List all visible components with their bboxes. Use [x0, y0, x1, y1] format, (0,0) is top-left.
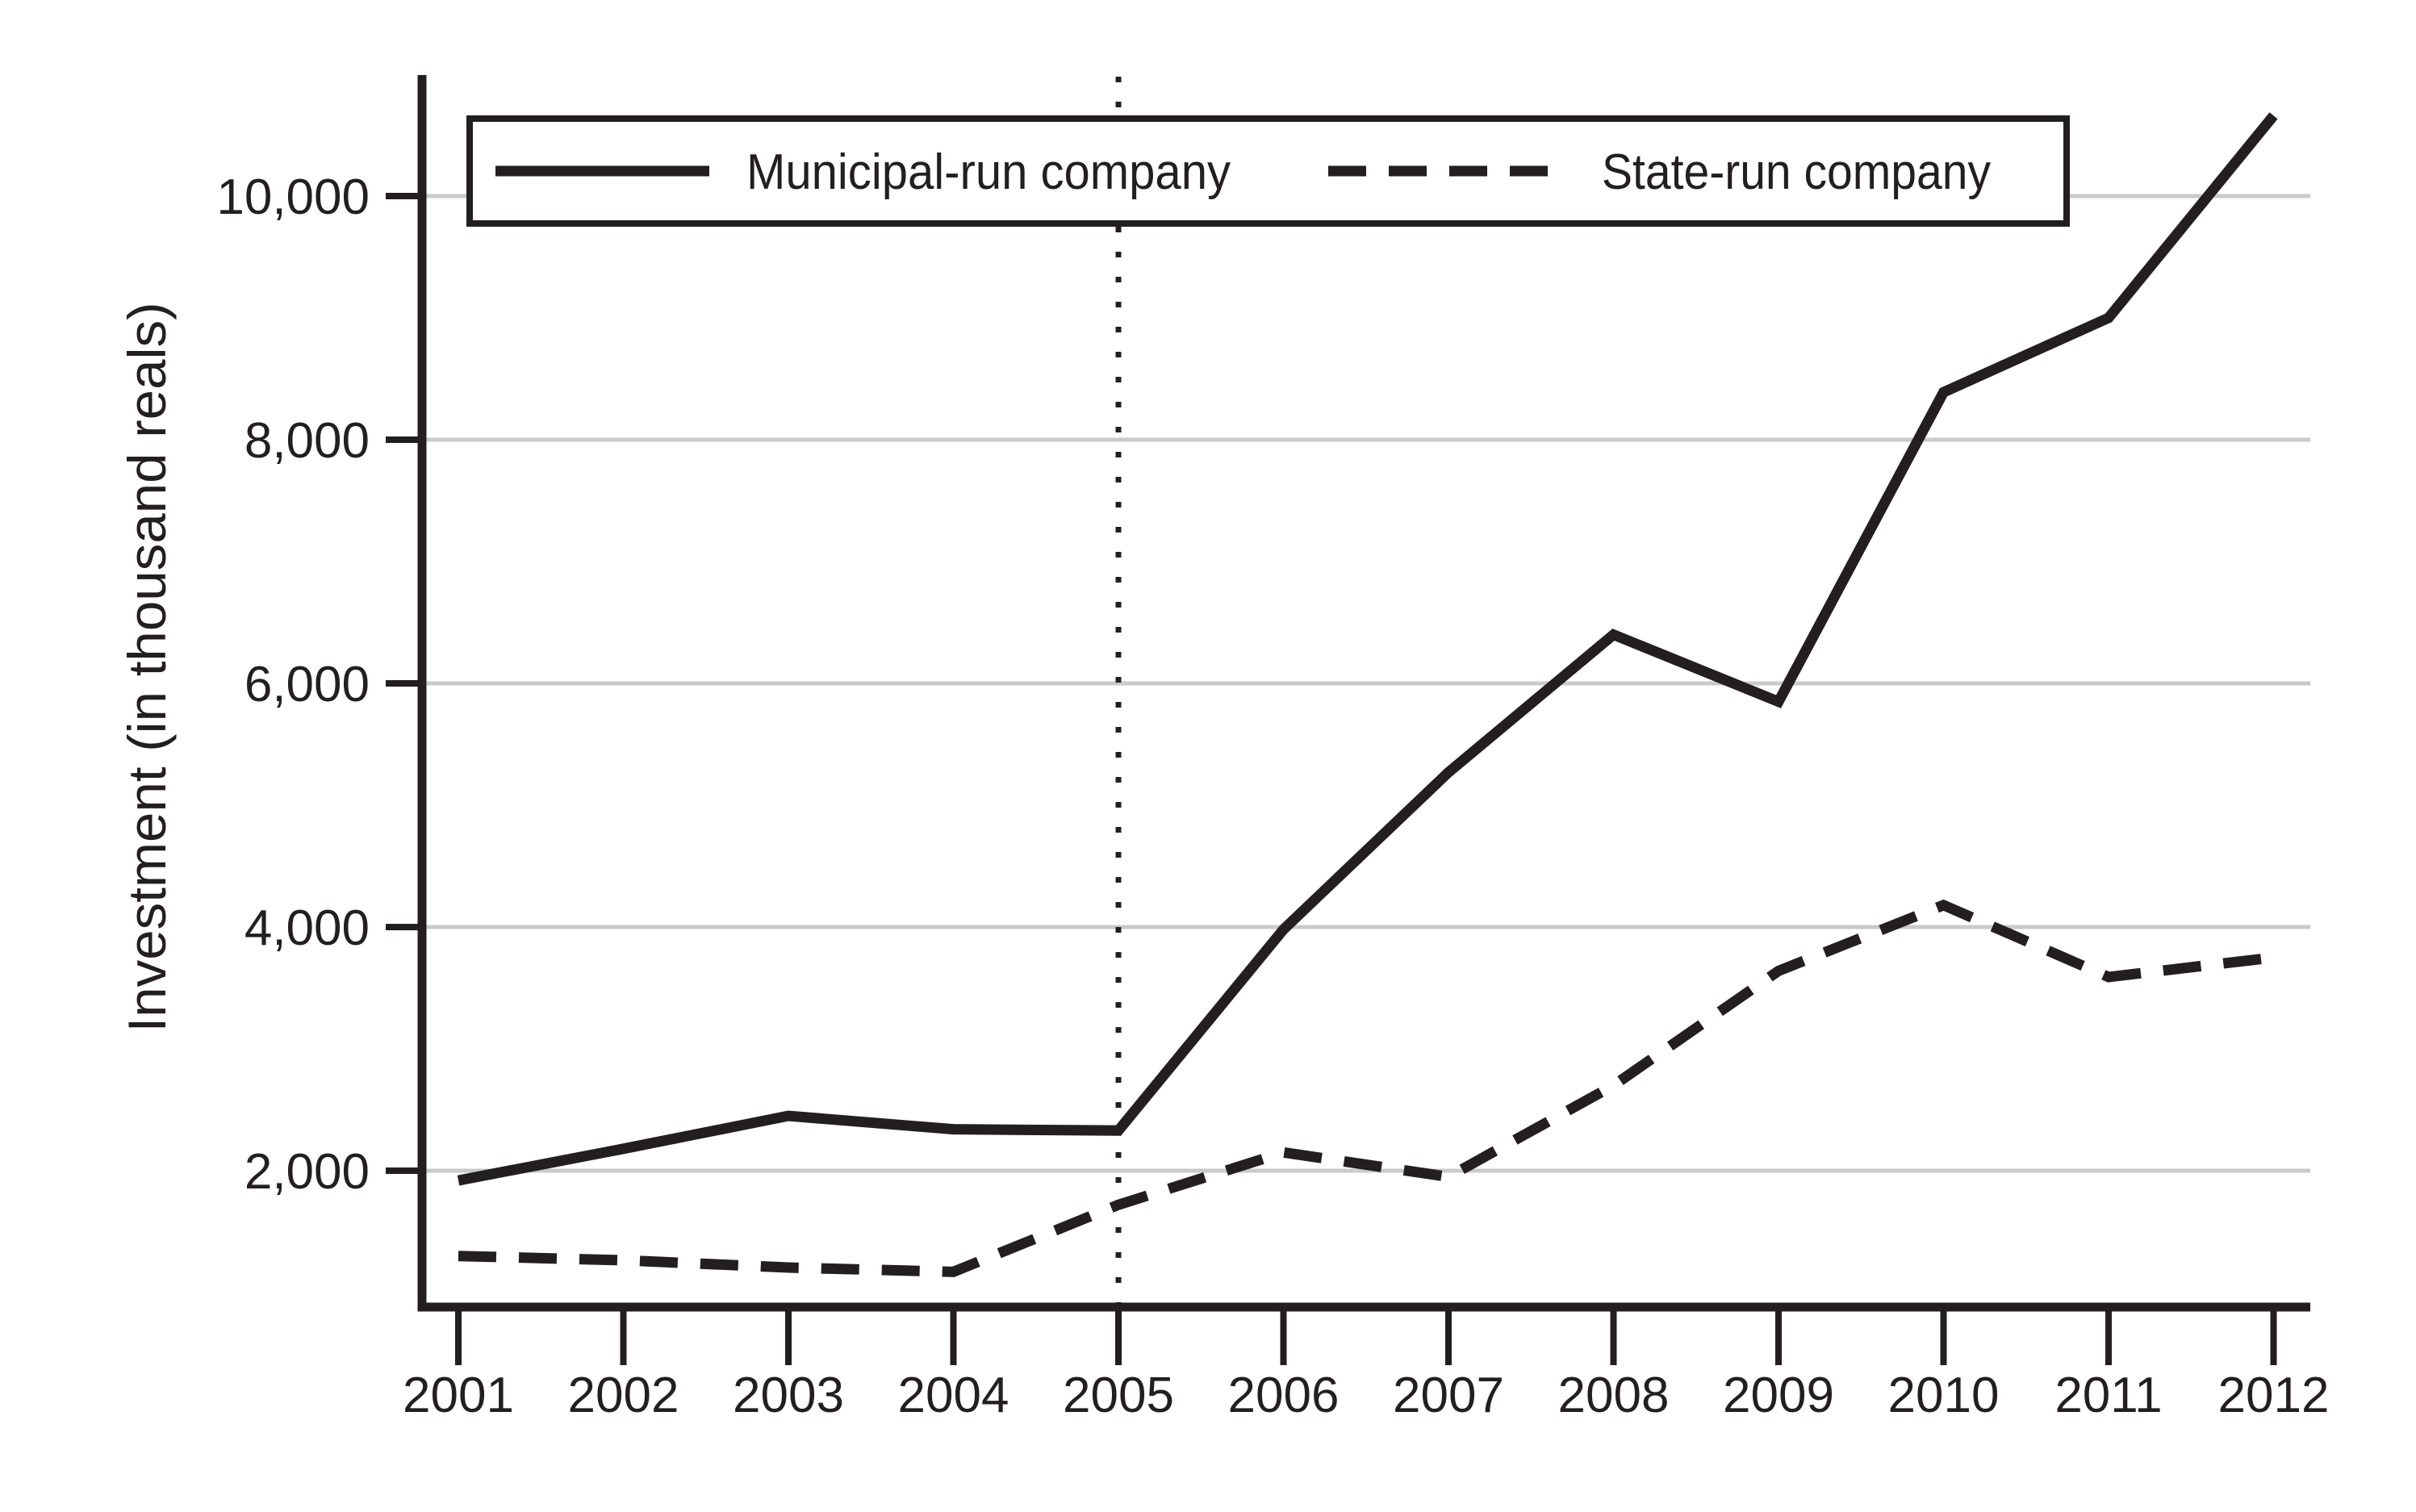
y-tick-label: 8,000 [245, 413, 370, 469]
x-tick-label: 2010 [1888, 1368, 2000, 1423]
y-tick-label: 4,000 [245, 900, 370, 956]
x-tick-label: 2006 [1228, 1368, 1340, 1423]
y-tick-label: 6,000 [245, 657, 370, 712]
series-layer [457, 112, 2278, 1277]
x-tick-label: 2009 [1723, 1368, 1834, 1423]
legend-label-state: State-run company [1602, 144, 1991, 200]
y-tick-label: 2,000 [245, 1144, 370, 1200]
x-tick-label: 2012 [2218, 1368, 2330, 1423]
x-tick-label: 2005 [1063, 1368, 1174, 1423]
y-axis-title: Investment (in thousand reals) [117, 303, 177, 1033]
x-tick-label: 2004 [898, 1368, 1009, 1423]
legend: Municipal-run company State-run company [466, 115, 2070, 227]
axis-lines [417, 75, 2310, 1312]
gridline-layer: 2,000 4,000 6,000 8,000 10,000 [216, 169, 2310, 1200]
x-tick-label: 2003 [733, 1368, 844, 1423]
x-axis-layer: 2001 2002 2003 2004 2005 2006 2007 2008 2009 2010… [403, 1307, 2329, 1423]
x-tick-label: 2007 [1393, 1368, 1504, 1423]
municipal-series-line [457, 112, 2278, 1186]
x-tick-label: 2002 [568, 1368, 679, 1423]
state-series-line [458, 899, 2275, 1277]
x-tick-label: 2008 [1558, 1368, 1670, 1423]
legend-box [466, 115, 2070, 227]
legend-label-municipal: Municipal-run company [746, 144, 1231, 200]
y-tick-label: 10,000 [216, 169, 370, 225]
x-tick-label: 2011 [2054, 1368, 2162, 1423]
x-tick-label: 2001 [403, 1368, 514, 1423]
